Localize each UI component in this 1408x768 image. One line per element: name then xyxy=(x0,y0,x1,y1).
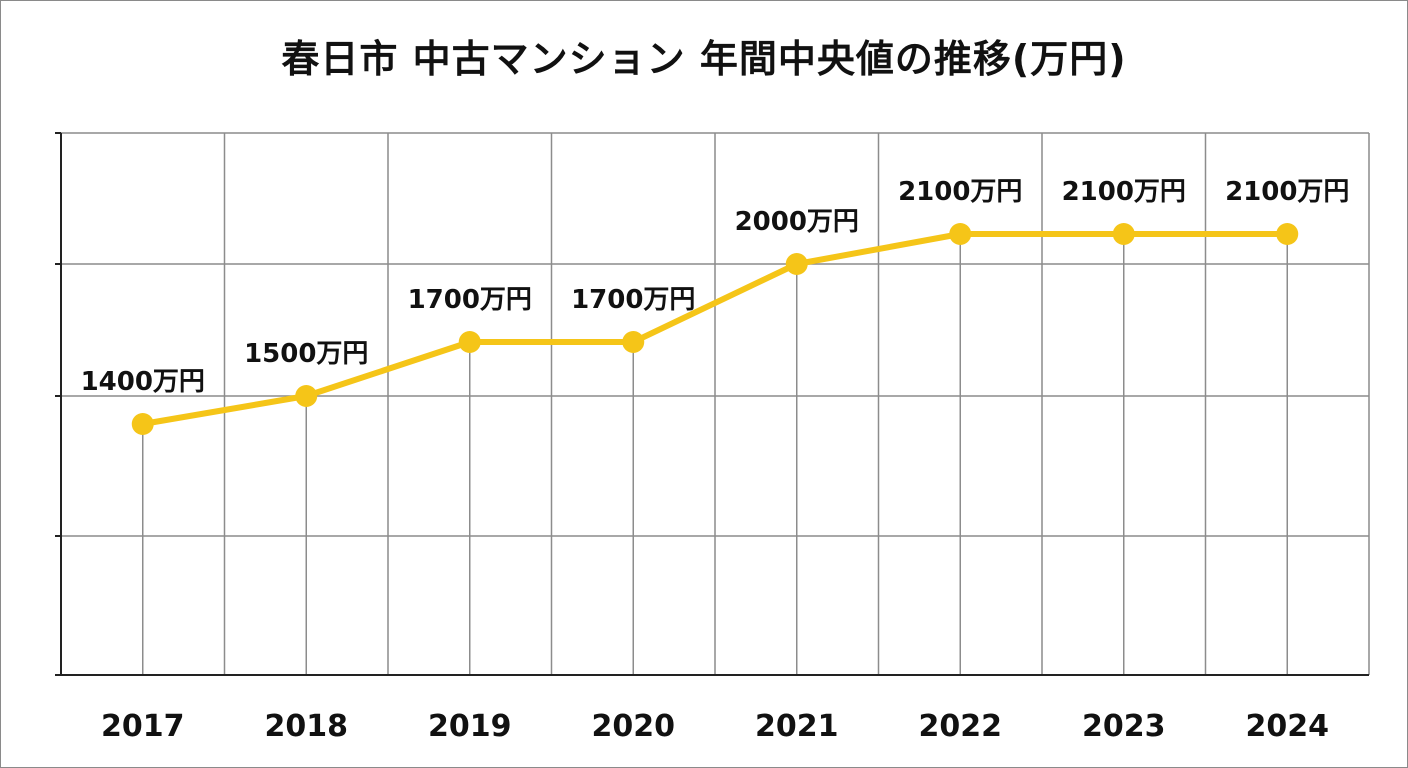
points-layer xyxy=(131,223,1299,435)
data-point-2021 xyxy=(785,253,808,275)
data-point-2020 xyxy=(622,331,645,353)
grid-layer xyxy=(61,132,1370,675)
x-tick-label-2020: 2020 xyxy=(592,709,676,744)
data-label-2024: 2100万円 xyxy=(1225,177,1349,207)
data-point-2022 xyxy=(949,223,972,245)
x-tick-label-2021: 2021 xyxy=(755,709,839,744)
x-tick-label-2018: 2018 xyxy=(265,709,349,744)
data-point-2024 xyxy=(1276,223,1299,245)
x-tick-label-2017: 2017 xyxy=(101,709,185,744)
data-point-2019 xyxy=(458,331,481,353)
data-label-2023: 2100万円 xyxy=(1062,177,1186,207)
data-point-2023 xyxy=(1112,223,1135,245)
data-label-2021: 2000万円 xyxy=(735,207,859,237)
data-label-2020: 1700万円 xyxy=(571,285,695,315)
x-tick-label-2019: 2019 xyxy=(428,709,512,744)
labels-layer: 1400万円 1500万円 1700万円 1700万円 2000万円 2100万円 2100… xyxy=(81,177,1350,744)
data-label-2022: 2100万円 xyxy=(898,177,1022,207)
data-point-2018 xyxy=(295,385,318,407)
chart-title: 春日市 中古マンション 年間中央値の推移(万円) xyxy=(281,37,1127,81)
data-label-2018: 1500万円 xyxy=(244,339,368,369)
data-label-2017: 1400万円 xyxy=(81,367,205,397)
series-line xyxy=(139,231,1291,427)
axis-layer xyxy=(55,132,1369,676)
data-label-2019: 1700万円 xyxy=(408,285,532,315)
x-tick-label-2022: 2022 xyxy=(919,709,1003,744)
data-point-2017 xyxy=(131,413,154,435)
series-layer xyxy=(139,231,1291,427)
x-tick-label-2023: 2023 xyxy=(1082,709,1166,744)
x-tick-label-2024: 2024 xyxy=(1246,709,1330,744)
